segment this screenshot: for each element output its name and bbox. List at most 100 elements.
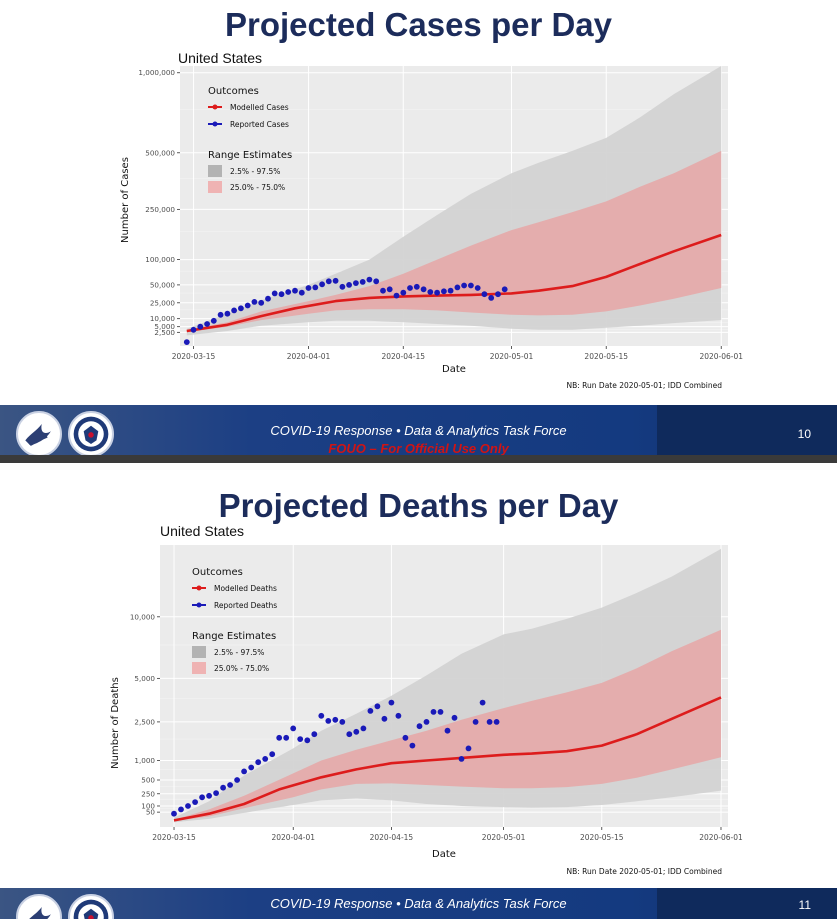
footer-org-text: COVID-19 Response • Data & Analytics Tas… — [270, 896, 567, 911]
legend-modelled-label: Modelled Cases — [230, 103, 289, 112]
reported-point — [346, 731, 353, 738]
reported-point — [192, 799, 199, 805]
reported-point — [241, 768, 248, 775]
slide-title: Projected Cases per Day — [224, 6, 613, 43]
reported-point — [171, 810, 177, 817]
reported-point — [423, 719, 430, 725]
reported-point — [224, 310, 231, 317]
reported-point — [441, 288, 447, 295]
x-tick-label: 2020-04-15 — [381, 352, 425, 361]
reported-point — [271, 290, 278, 297]
y-tick-label: 50,000 — [150, 280, 176, 289]
reported-point — [353, 280, 359, 286]
slide-cases: Projected Cases per Day United States 2,… — [0, 0, 837, 463]
reported-point — [416, 723, 423, 730]
chart-subtitle: United States — [160, 523, 245, 539]
reported-point — [290, 725, 297, 732]
reported-point — [374, 703, 381, 710]
y-axis-title: Number of Deaths — [110, 677, 121, 769]
legend-reported-label: Reported Deaths — [214, 601, 277, 610]
reported-point — [185, 803, 191, 809]
reported-point — [220, 784, 227, 791]
x-axis-title: Date — [432, 849, 456, 860]
y-tick-label: 500,000 — [145, 148, 175, 157]
reported-point — [258, 299, 265, 306]
reported-point — [461, 282, 467, 289]
reported-point — [217, 311, 224, 318]
x-tick-label: 2020-03-15 — [172, 352, 216, 361]
x-axis-title: Date — [442, 364, 466, 375]
reported-point — [269, 751, 276, 758]
reported-point — [493, 719, 500, 725]
reported-point — [325, 718, 332, 724]
x-tick-label: 2020-03-15 — [152, 833, 196, 842]
footer-dark-panel — [657, 405, 837, 463]
reported-point — [434, 289, 440, 296]
reported-point — [407, 285, 413, 291]
x-tick-label: 2020-05-01 — [490, 352, 534, 361]
reported-point — [386, 286, 393, 293]
chart-subtitle: United States — [178, 50, 263, 66]
reported-point — [437, 709, 444, 715]
y-tick-label: 2,500 — [154, 328, 175, 337]
reported-point — [413, 283, 420, 290]
reported-point — [238, 305, 244, 312]
reported-point — [393, 292, 400, 299]
reported-point — [359, 279, 366, 285]
reported-point — [292, 287, 298, 294]
reported-point — [488, 295, 495, 301]
reported-point — [400, 289, 407, 296]
reported-point — [360, 725, 367, 732]
legend-range-title: Range Estimates — [192, 631, 276, 642]
reported-point — [231, 307, 238, 314]
reported-point — [451, 714, 458, 721]
reported-point — [262, 756, 269, 762]
reported-point — [234, 777, 241, 783]
legend-outer-swatch — [192, 646, 206, 658]
run-date-note: NB: Run Date 2020-05-01; IDD Combined — [567, 381, 723, 390]
reported-point — [190, 326, 197, 333]
footer-dark-panel — [657, 888, 837, 919]
reported-point — [367, 708, 374, 714]
reported-point — [380, 287, 386, 294]
reported-point — [472, 719, 479, 725]
legend-inner-swatch — [208, 181, 222, 193]
reported-point — [346, 282, 352, 288]
legend-modelled-dot — [212, 104, 218, 110]
x-tick-label: 2020-04-15 — [370, 833, 414, 842]
y-tick-label: 5,000 — [154, 322, 175, 331]
slide-deaths: Projected Deaths per Day United States 5… — [0, 463, 837, 919]
reported-point — [395, 712, 402, 719]
legend-modelled-dot — [196, 585, 202, 591]
reported-point — [204, 321, 211, 327]
reported-point — [304, 737, 311, 744]
y-tick-label: 50 — [146, 808, 156, 817]
legend-outcomes-title: Outcomes — [192, 567, 243, 578]
reported-point — [312, 284, 319, 291]
reported-point — [458, 756, 465, 762]
reported-point — [199, 794, 206, 801]
reported-point — [332, 716, 339, 723]
y-tick-label: 250 — [141, 789, 155, 798]
legend-outer-label: 2.5% - 97.5% — [214, 648, 264, 657]
y-tick-label: 10,000 — [130, 612, 156, 621]
reported-point — [479, 699, 486, 706]
reported-point — [276, 734, 283, 741]
reported-point — [283, 734, 290, 741]
reported-point — [227, 782, 234, 788]
modelled-line — [186, 233, 722, 333]
y-tick-label: 1,000,000 — [138, 68, 175, 77]
reported-point — [325, 278, 332, 285]
reported-point — [481, 291, 488, 298]
reported-point — [244, 302, 251, 309]
reported-point — [388, 699, 395, 706]
x-tick-label: 2020-05-15 — [584, 352, 628, 361]
legend-outcomes-title: Outcomes — [208, 86, 259, 97]
legend-reported-dot — [212, 121, 218, 127]
y-tick-label: 100,000 — [145, 255, 175, 264]
x-tick-label: 2020-04-01 — [287, 352, 331, 361]
reported-point — [366, 276, 373, 283]
reported-point — [339, 719, 346, 725]
fouo-banner: FOUO – For Official Use Only — [328, 441, 509, 456]
